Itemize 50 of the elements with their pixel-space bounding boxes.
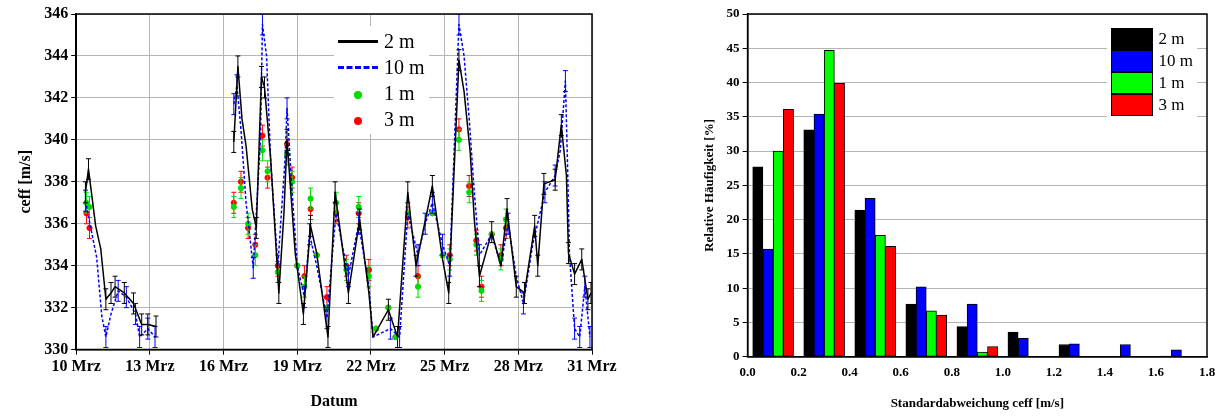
y-tick-label: 15 — [726, 245, 741, 261]
legend-label: 1 m — [1158, 72, 1185, 94]
x-tick-label: 19 Mrz — [272, 357, 322, 375]
legend-label: 10 m — [384, 55, 425, 80]
x-tick-label: 16 Mrz — [198, 357, 249, 375]
x-tick-label: 0.2 — [790, 363, 807, 379]
y-tick-label: 332 — [44, 297, 69, 315]
legend-label: 3 m — [1158, 94, 1185, 116]
x-axis-title: Datum — [310, 391, 359, 409]
y-tick-label: 20 — [726, 211, 740, 227]
x-tick-label: 10 Mrz — [51, 357, 101, 375]
y-tick-label: 346 — [44, 4, 69, 22]
y-tick-label: 338 — [44, 171, 69, 189]
legend-label: 1 m — [384, 81, 415, 106]
y-axis-title: Relative Häufigkeit [%] — [701, 118, 717, 252]
y-tick-label: 10 — [726, 279, 740, 295]
x-tick-label: 0.6 — [892, 363, 910, 379]
x-tick-label: 25 Mrz — [419, 357, 470, 375]
x-tick-label: 1.0 — [994, 363, 1011, 379]
x-tick-label: 1.2 — [1045, 363, 1062, 379]
x-tick-label: 1.4 — [1096, 363, 1114, 379]
y-tick-label: 50 — [726, 5, 740, 21]
y-tick-label: 342 — [44, 88, 69, 106]
x-tick-label: 22 Mrz — [346, 357, 396, 375]
y-tick-label: 330 — [44, 339, 69, 357]
y-tick-label: 0 — [733, 348, 740, 364]
x-tick-label: 13 Mrz — [125, 357, 175, 375]
y-tick-label: 336 — [44, 213, 69, 231]
y-tick-label: 45 — [726, 39, 741, 55]
legend-label: 2 m — [1158, 28, 1185, 50]
y-tick-label: 334 — [44, 255, 69, 273]
x-tick-label: 1.6 — [1147, 363, 1165, 379]
x-tick-label: 1.8 — [1198, 363, 1216, 379]
x-tick-label: 0.4 — [841, 363, 859, 379]
legend-label: 3 m — [384, 107, 415, 132]
x-axis-title: Standardabweichung ceff [m/s] — [890, 394, 1064, 410]
y-tick-label: 5 — [733, 313, 741, 329]
y-tick-label: 35 — [726, 108, 741, 124]
legend-label: 10 m — [1158, 50, 1193, 72]
y-tick-label: 340 — [44, 129, 69, 147]
y-tick-label: 344 — [44, 46, 69, 64]
x-tick-label: 31 Mrz — [567, 357, 617, 375]
y-axis-title: ceff [m/s] — [15, 150, 33, 214]
x-tick-label: 0.8 — [943, 363, 961, 379]
legend-label: 2 m — [384, 29, 415, 54]
y-tick-label: 25 — [726, 176, 741, 192]
x-tick-label: 28 Mrz — [493, 357, 543, 375]
y-tick-label: 40 — [726, 73, 740, 89]
x-tick-label: 0.0 — [739, 363, 756, 379]
y-tick-label: 30 — [726, 142, 740, 158]
